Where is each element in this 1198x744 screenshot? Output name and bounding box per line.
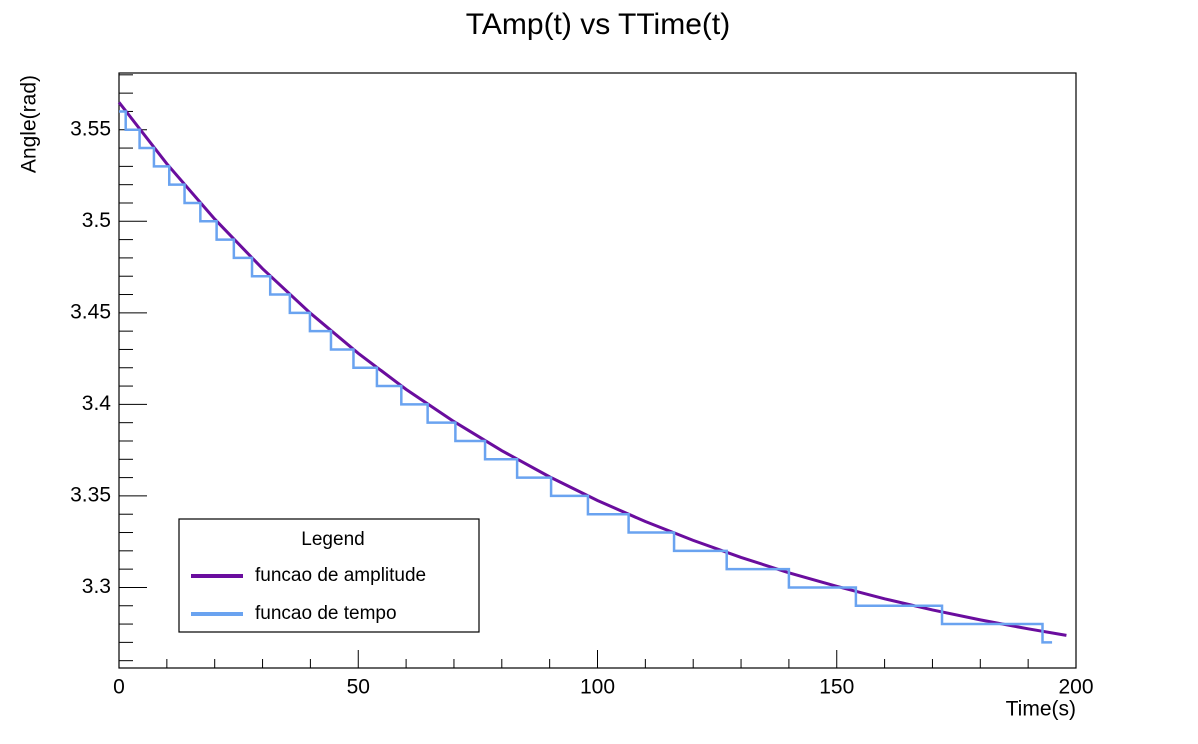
data-line bbox=[119, 110, 1053, 644]
y-tick-label: 3.4 bbox=[82, 392, 112, 415]
x-tick-label: 0 bbox=[113, 676, 125, 699]
y-tick-label: 3.55 bbox=[70, 117, 111, 140]
x-tick-label: 50 bbox=[347, 676, 370, 699]
chart-title: TAmp(t) vs TTime(t) bbox=[466, 8, 730, 41]
y-tick-label: 3.5 bbox=[82, 209, 111, 232]
legend-label: funcao de tempo bbox=[255, 603, 397, 624]
x-tick-label: 150 bbox=[819, 676, 854, 699]
y-tick-label: 3.3 bbox=[82, 575, 111, 598]
y-tick-label: 3.45 bbox=[70, 300, 111, 323]
x-axis-label: Time(s) bbox=[1006, 698, 1076, 721]
x-tick-label: 100 bbox=[580, 676, 615, 699]
legend-title: Legend bbox=[301, 529, 364, 550]
y-axis-label: Angle(rad) bbox=[18, 75, 41, 173]
y-tick-label: 3.35 bbox=[70, 483, 111, 506]
legend-label: funcao de amplitude bbox=[255, 565, 426, 586]
x-tick-label: 200 bbox=[1058, 676, 1093, 699]
